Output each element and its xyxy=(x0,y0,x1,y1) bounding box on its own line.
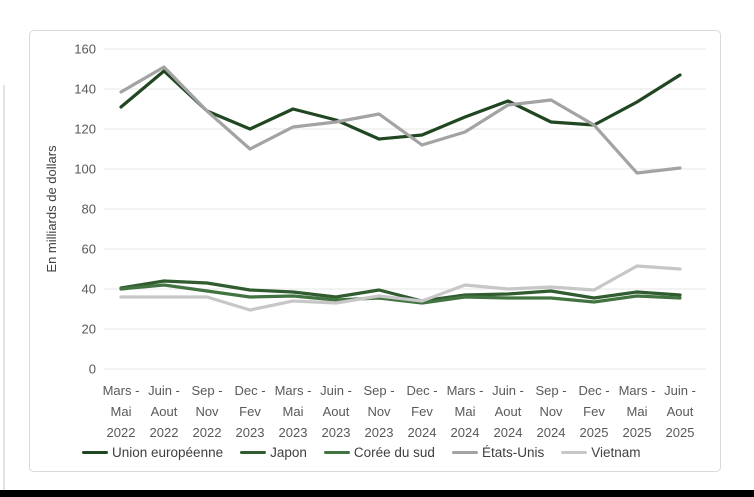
x-category-label: Mars - xyxy=(103,383,140,398)
x-category-label: Fev xyxy=(411,404,433,419)
y-axis-title: En milliards de dollars xyxy=(44,145,59,273)
legend-swatch-line xyxy=(82,450,108,455)
x-category-label: 2022 xyxy=(107,425,136,440)
y-tick-label: 80 xyxy=(82,202,96,217)
legend-item: États-Unis xyxy=(451,445,545,460)
chart-legend: Union européenne Japon Corée du sud États-U… xyxy=(82,445,641,460)
legend-swatch-line xyxy=(451,450,478,455)
y-tick-label: 20 xyxy=(82,322,96,337)
legend-item: Union européenne xyxy=(82,445,223,460)
x-category-label: Aout xyxy=(667,404,694,419)
y-tick-label: 40 xyxy=(82,282,96,297)
series-line-Union européenne xyxy=(119,69,682,141)
x-category-label: 2024 xyxy=(451,425,480,440)
x-category-label: Dec - xyxy=(578,383,609,398)
trade-line-chart: 160 140 120 100 80 60 40 20 0 Mars - Mai 2022 Juin -… xyxy=(44,42,706,440)
y-tick-label: 60 xyxy=(82,242,96,257)
legend-label: Corée du sud xyxy=(353,445,435,460)
series-line-États-Unis xyxy=(119,65,682,175)
x-category-label: 2024 xyxy=(408,425,437,440)
x-category-label: Dec - xyxy=(406,383,437,398)
left-edge-line xyxy=(3,85,5,490)
y-tick-label: 140 xyxy=(74,82,96,97)
x-category-label: 2023 xyxy=(322,425,351,440)
legend-item: Vietnam xyxy=(561,445,641,460)
legend-label: Union européenne xyxy=(112,445,224,460)
chart-card: 160 140 120 100 80 60 40 20 0 Mars - Mai 2022 Juin -… xyxy=(29,30,721,472)
x-category-label: Juin - xyxy=(664,383,696,398)
x-category-label: Nov xyxy=(195,404,219,419)
x-category-label: Fev xyxy=(239,404,261,419)
x-category-label: Mai xyxy=(627,404,648,419)
legend-item: Japon xyxy=(240,445,307,460)
y-tick-label: 120 xyxy=(74,122,96,137)
x-category-label: 2025 xyxy=(666,425,695,440)
series-line-Japon xyxy=(119,279,682,303)
legend-label: États-Unis xyxy=(481,445,545,460)
x-category-label: 2024 xyxy=(537,425,566,440)
x-category-label: Nov xyxy=(367,404,391,419)
x-category-label: Mars - xyxy=(619,383,656,398)
x-category-label: 2024 xyxy=(494,425,523,440)
y-tick-label: 100 xyxy=(74,162,96,177)
x-category-label: Aout xyxy=(151,404,178,419)
y-tick-label: 160 xyxy=(74,42,96,57)
x-category-label: Dec - xyxy=(234,383,265,398)
legend-label: Japon xyxy=(270,445,307,460)
x-category-label: Sep - xyxy=(535,383,566,398)
legend-item: Corée du sud xyxy=(323,445,435,460)
x-category-label: 2023 xyxy=(365,425,394,440)
x-category-label: Aout xyxy=(495,404,522,419)
x-category-label: Mars - xyxy=(275,383,312,398)
bottom-black-bar xyxy=(0,490,754,497)
x-category-label: Mai xyxy=(283,404,304,419)
legend-label: Vietnam xyxy=(591,445,641,460)
x-category-label: Juin - xyxy=(320,383,352,398)
x-category-label: Mai xyxy=(455,404,476,419)
x-category-label: Sep - xyxy=(363,383,394,398)
x-category-label: 2022 xyxy=(150,425,179,440)
x-category-label: 2023 xyxy=(279,425,308,440)
x-category-label: Juin - xyxy=(492,383,524,398)
x-category-label: 2022 xyxy=(193,425,222,440)
y-tick-label: 0 xyxy=(89,362,96,377)
legend-swatch-line xyxy=(240,450,267,455)
x-category-label: Mars - xyxy=(447,383,484,398)
series-line-Vietnam xyxy=(119,264,682,312)
x-category-label: Sep - xyxy=(191,383,222,398)
x-category-label: Aout xyxy=(323,404,350,419)
x-category-label: Nov xyxy=(539,404,563,419)
x-category-label: Juin - xyxy=(148,383,180,398)
x-category-label: 2023 xyxy=(236,425,265,440)
legend-swatch-line xyxy=(323,450,350,455)
x-category-label: Mai xyxy=(111,404,132,419)
legend-swatch-line xyxy=(561,450,588,455)
x-category-label: 2025 xyxy=(580,425,609,440)
series-line-Corée du sud xyxy=(119,283,682,305)
x-category-label: 2025 xyxy=(623,425,652,440)
x-category-label: Fev xyxy=(583,404,605,419)
